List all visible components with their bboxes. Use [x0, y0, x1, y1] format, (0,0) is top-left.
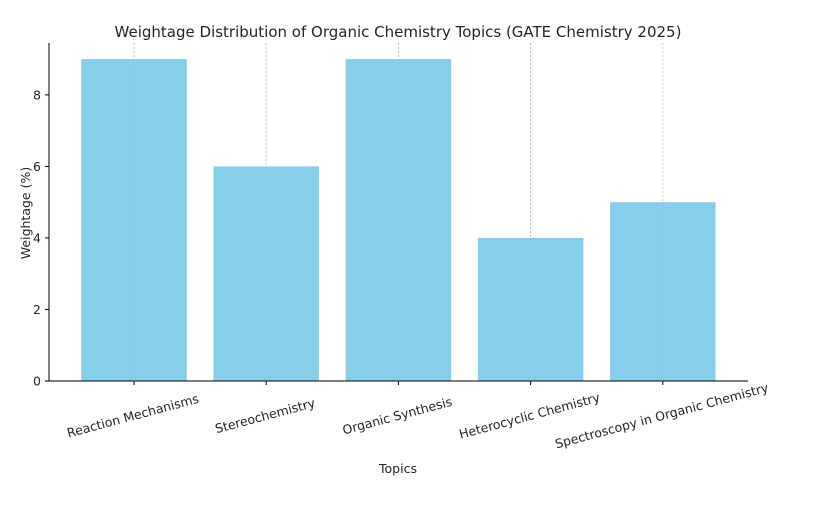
y-tick-label: 2 [33, 302, 41, 317]
y-tick-label: 8 [33, 87, 41, 102]
x-tick-label: Organic Synthesis [341, 394, 454, 438]
x-ticks: Reaction Mechanisms Stereochemistry Organi… [65, 380, 770, 452]
y-tick-label: 0 [33, 374, 41, 389]
y-tick-label: 4 [33, 230, 41, 245]
x-tick-label: Spectroscopy in Organic Chemistry [553, 380, 770, 452]
x-tick-label: Stereochemistry [213, 395, 317, 436]
bar [477, 237, 584, 381]
x-axis-title: Topics [378, 461, 417, 476]
grid-overlay [133, 43, 664, 381]
y-axis-title: Weightage (%) [18, 167, 33, 259]
chart-title: Weightage Distribution of Organic Chemis… [115, 23, 682, 41]
bar [213, 166, 319, 381]
y-ticks: 0 2 4 6 8 [33, 87, 49, 389]
x-tick-label: Reaction Mechanisms [65, 391, 200, 441]
y-tick-label: 6 [33, 159, 41, 174]
